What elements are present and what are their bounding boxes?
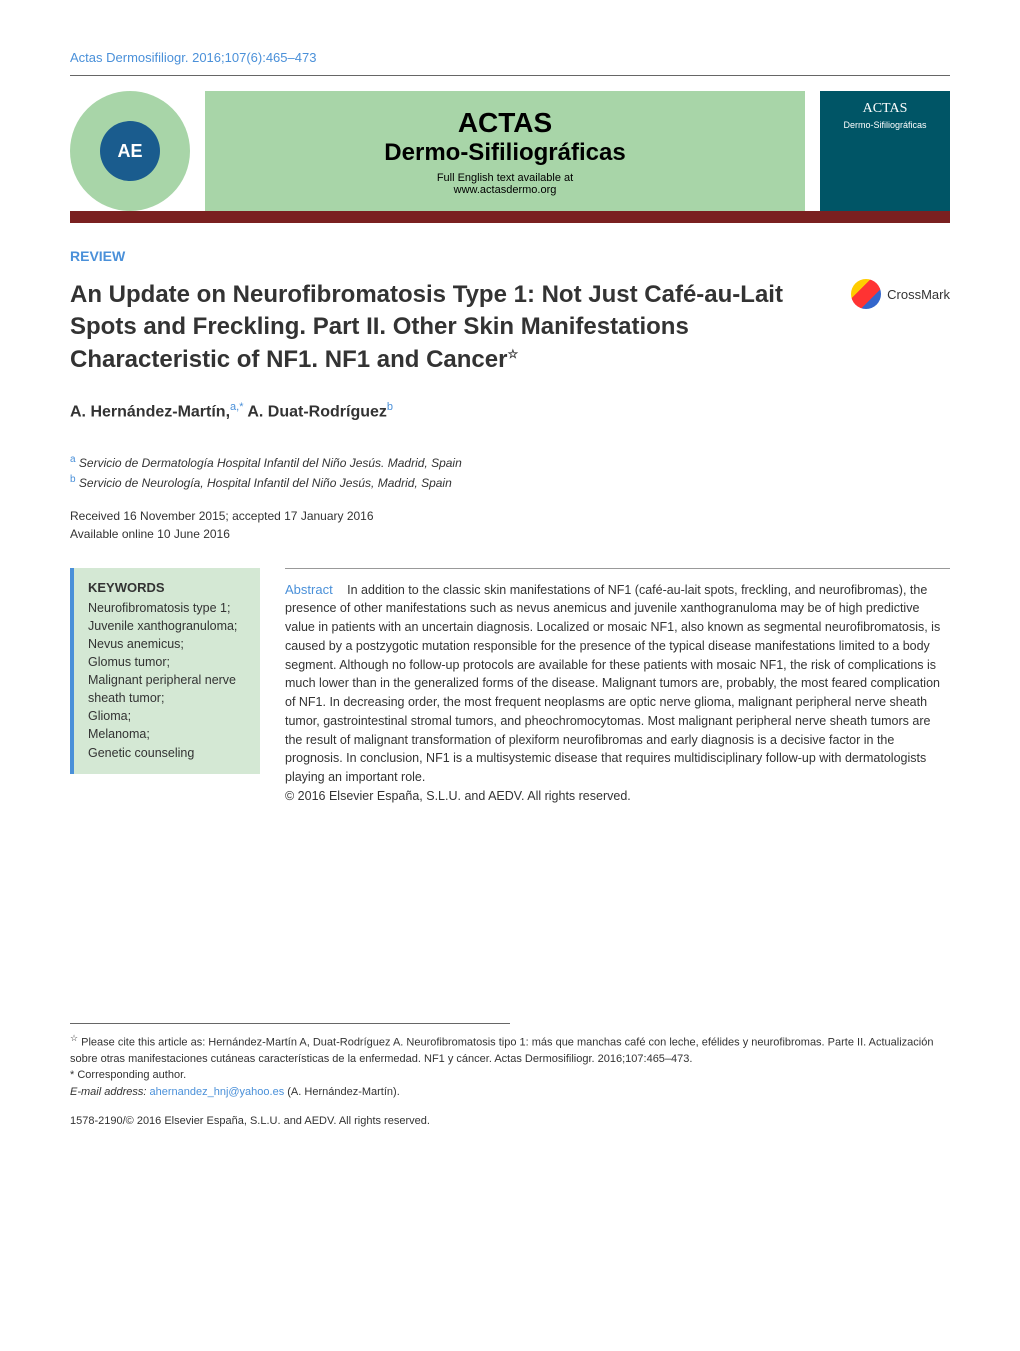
abstract-text: In addition to the classic skin manifest… <box>285 583 940 785</box>
journal-cover-thumbnail: ACTAS Dermo-Sifiliográficas <box>820 91 950 211</box>
journal-title-line1: ACTAS <box>220 107 790 139</box>
email-author: (A. Hernández-Martín). <box>287 1086 399 1098</box>
journal-url: www.actasdermo.org <box>220 184 790 196</box>
journal-subtitle: Full English text available at <box>220 172 790 184</box>
abstract-box: Abstract In addition to the classic skin… <box>285 568 950 803</box>
affiliation-a: a Servicio de Dermatología Hospital Infa… <box>70 452 950 472</box>
email-label: E-mail address: <box>70 1086 146 1098</box>
email-link[interactable]: ahernandez_hnj@yahoo.es <box>149 1086 284 1098</box>
footnote-cite-as: ☆ Please cite this article as: Hernández… <box>70 1032 950 1068</box>
journal-title-line2: Dermo-Sifiliográficas <box>220 139 790 167</box>
corresponding-text: Corresponding author. <box>77 1069 186 1081</box>
footnote-email: E-mail address: ahernandez_hnj@yahoo.es … <box>70 1084 950 1101</box>
affiliation-b: b Servicio de Neurología, Hospital Infan… <box>70 472 950 492</box>
crossmark-label: CrossMark <box>887 287 950 302</box>
footnote-corresponding: * Corresponding author. <box>70 1067 950 1084</box>
crossmark-icon <box>851 279 881 309</box>
header-citation: Actas Dermosifiliogr. 2016;107(6):465–47… <box>70 50 950 65</box>
author-1-sup: a,* <box>230 401 243 413</box>
top-border <box>70 75 950 76</box>
article-title-text: An Update on Neurofibromatosis Type 1: N… <box>70 281 783 373</box>
affil-text-b: Servicio de Neurología, Hospital Infanti… <box>79 476 452 490</box>
affil-sup-b: b <box>70 474 76 485</box>
affil-text-a: Servicio de Dermatología Hospital Infant… <box>79 456 462 470</box>
received-date: Received 16 November 2015; accepted 17 J… <box>70 507 950 525</box>
footnotes-divider <box>70 1023 510 1032</box>
header-banner: AE ACTAS Dermo-Sifiliográficas Full Engl… <box>70 91 950 211</box>
available-date: Available online 10 June 2016 <box>70 525 950 543</box>
article-dates: Received 16 November 2015; accepted 17 J… <box>70 507 950 543</box>
author-2: A. Duat-Rodríguez <box>247 404 387 421</box>
affiliations: a Servicio de Dermatología Hospital Infa… <box>70 452 950 492</box>
crossmark-badge[interactable]: CrossMark <box>851 279 950 309</box>
issn-line: 1578-2190/© 2016 Elsevier España, S.L.U.… <box>70 1115 950 1127</box>
footnote-cite-text: Please cite this article as: Hernández-M… <box>70 1036 933 1065</box>
article-title-row: An Update on Neurofibromatosis Type 1: N… <box>70 279 950 376</box>
author-1: A. Hernández-Martín, <box>70 404 230 421</box>
cover-title: ACTAS <box>830 101 940 117</box>
society-logo: AE <box>70 91 190 211</box>
abstract-label: Abstract <box>285 582 333 597</box>
journal-title-box: ACTAS Dermo-Sifiliográficas Full English… <box>205 91 805 211</box>
abstract-copyright: © 2016 Elsevier España, S.L.U. and AEDV.… <box>285 789 950 803</box>
article-title: An Update on Neurofibromatosis Type 1: N… <box>70 279 831 376</box>
author-2-sup: b <box>387 401 393 413</box>
cover-subtitle: Dermo-Sifiliográficas <box>830 120 940 130</box>
keywords-list: Neurofibromatosis type 1; Juvenile xanth… <box>88 599 246 762</box>
abstract-section: KEYWORDS Neurofibromatosis type 1; Juven… <box>70 568 950 803</box>
footnote-star-icon: ☆ <box>70 1033 78 1043</box>
keywords-heading: KEYWORDS <box>88 580 246 595</box>
affil-sup-a: a <box>70 454 76 465</box>
footnotes: ☆ Please cite this article as: Hernández… <box>70 1032 950 1101</box>
authors: A. Hernández-Martín,a,* A. Duat-Rodrígue… <box>70 401 950 421</box>
title-star-icon: ☆ <box>507 347 518 361</box>
section-label: REVIEW <box>70 248 950 264</box>
maroon-bar <box>70 211 950 223</box>
keywords-box: KEYWORDS Neurofibromatosis type 1; Juven… <box>70 568 260 774</box>
society-logo-initials: AE <box>100 121 160 181</box>
